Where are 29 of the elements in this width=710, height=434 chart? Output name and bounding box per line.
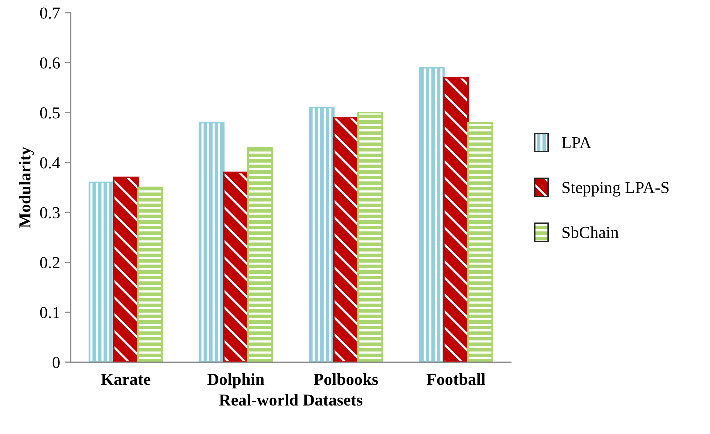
legend-label: SbChain — [562, 226, 619, 238]
bar — [137, 186, 164, 362]
x-tick-label: Karate — [101, 374, 151, 386]
y-tick-label: 0.7 — [40, 8, 60, 20]
x-tick-label: Dolphin — [208, 374, 265, 389]
bar — [357, 112, 384, 362]
y-axis-title: Modularity — [19, 147, 34, 228]
bar — [88, 182, 115, 362]
bar — [333, 116, 360, 362]
x-tick-label: Football — [426, 374, 486, 386]
y-tick-label: 0.3 — [40, 207, 60, 219]
bar — [198, 122, 225, 362]
y-tick-label: 0.4 — [40, 157, 60, 169]
y-tick-label: 0 — [52, 357, 60, 368]
bar — [443, 77, 470, 362]
x-tick-label: Polbooks — [314, 374, 378, 386]
y-tick-label: 0.2 — [40, 257, 60, 269]
bar — [308, 107, 335, 362]
x-axis-title: Real-world Datasets — [219, 394, 363, 406]
legend-label: LPA — [562, 137, 592, 148]
bar — [113, 176, 139, 362]
y-tick-label: 0.5 — [40, 108, 60, 119]
bar — [467, 122, 494, 362]
bar — [247, 146, 274, 362]
legend-label: Stepping LPA-S — [562, 182, 669, 197]
y-tick-label: 0.6 — [40, 58, 60, 69]
bar — [223, 172, 250, 362]
bar — [419, 67, 445, 362]
y-tick-label: 0.1 — [40, 307, 60, 318]
